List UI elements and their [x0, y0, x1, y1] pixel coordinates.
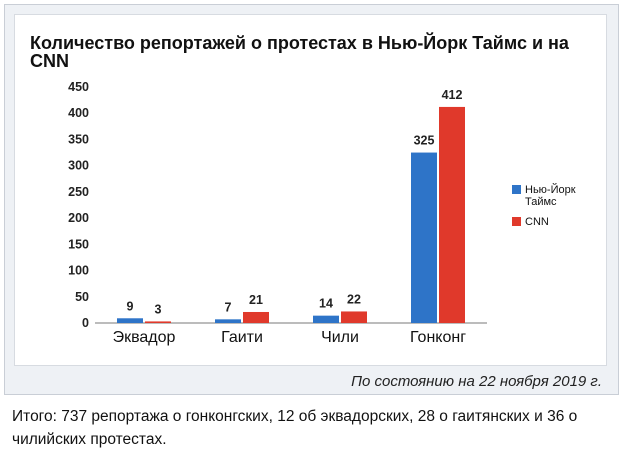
data-label: 9 [127, 299, 134, 313]
legend-label: CNN [525, 216, 549, 228]
y-tick-label: 400 [68, 106, 89, 120]
legend-swatch [512, 185, 521, 194]
data-label: 21 [249, 293, 263, 307]
legend-label: Нью-Йорк [525, 183, 576, 196]
y-tick-label: 50 [75, 290, 89, 304]
bar [341, 311, 367, 323]
bar [145, 321, 171, 323]
y-tick-label: 250 [68, 185, 89, 199]
x-tick-label: Эквадор [113, 329, 176, 346]
x-tick-label: Чили [321, 329, 359, 346]
data-label: 325 [414, 134, 435, 148]
data-label: 22 [347, 292, 361, 306]
chart-panel [14, 14, 607, 366]
x-tick-label: Гаити [221, 329, 263, 346]
y-tick-label: 100 [68, 264, 89, 278]
bar [313, 315, 339, 323]
bar [439, 106, 465, 323]
y-tick-label: 300 [68, 159, 89, 173]
x-tick-label: Гонконг [410, 329, 466, 346]
y-tick-label: 0 [82, 316, 89, 330]
y-tick-label: 350 [68, 132, 89, 146]
figure-caption: Итого: 737 репортажа о гонконгских, 12 о… [12, 408, 578, 448]
legend-swatch [512, 217, 521, 226]
y-tick-label: 200 [68, 211, 89, 225]
bar [243, 311, 269, 323]
y-tick-label: 450 [68, 80, 89, 94]
bar [215, 319, 241, 323]
legend-label: Таймс [525, 196, 557, 208]
bar [411, 152, 437, 323]
data-label: 7 [225, 300, 232, 314]
chart-title: Количество репортажей о протестах в Нью-… [30, 33, 569, 71]
figure-frame: По состоянию на 22 ноября 2019 г. [4, 4, 619, 395]
data-label: 412 [442, 88, 463, 102]
y-tick-label: 150 [68, 237, 89, 251]
bar [117, 318, 143, 323]
chart-footnote: По состоянию на 22 ноября 2019 г. [351, 373, 602, 390]
data-label: 3 [155, 302, 162, 316]
data-label: 14 [319, 297, 333, 311]
